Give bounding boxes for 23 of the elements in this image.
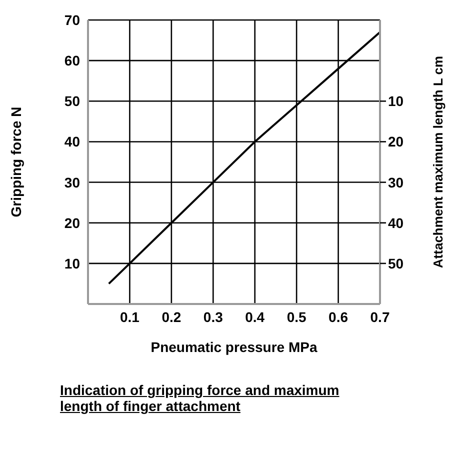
x-tick-label: 0.6	[328, 308, 348, 325]
x-tick-label: 0.4	[245, 308, 265, 325]
x-axis-title: Pneumatic pressure MPa	[150, 339, 318, 355]
x-tick-label: 0.2	[162, 308, 182, 325]
y2-tick-label: 30	[388, 174, 404, 190]
text: Indication of gripping force and maximum length of finger attachment	[60, 382, 340, 414]
y2-tick-label: 40	[388, 214, 404, 231]
x-tick-label: 0.3	[203, 308, 224, 325]
y2-tick-label: 50	[388, 255, 404, 272]
x-tick-label: 0.5	[286, 308, 307, 325]
x-tick-label: 0.7	[370, 308, 390, 325]
y-tick-label: 20	[64, 214, 80, 231]
y-tick-label: 40	[64, 134, 80, 150]
y2-axis-title: Attachment maximum length L cm	[430, 56, 446, 268]
y-tick-label: 70	[64, 12, 80, 28]
y2-tick-label: 20	[388, 134, 404, 150]
y2-tick-label: 10	[388, 93, 404, 110]
y-tick-label: 60	[64, 52, 80, 69]
y-tick-label: 10	[64, 255, 80, 272]
y-tick-label: 50	[64, 93, 80, 110]
x-tick-label: 0.1	[120, 308, 140, 325]
y-tick-label: 30	[64, 174, 80, 190]
y-axis-title: Gripping force N	[8, 106, 24, 218]
